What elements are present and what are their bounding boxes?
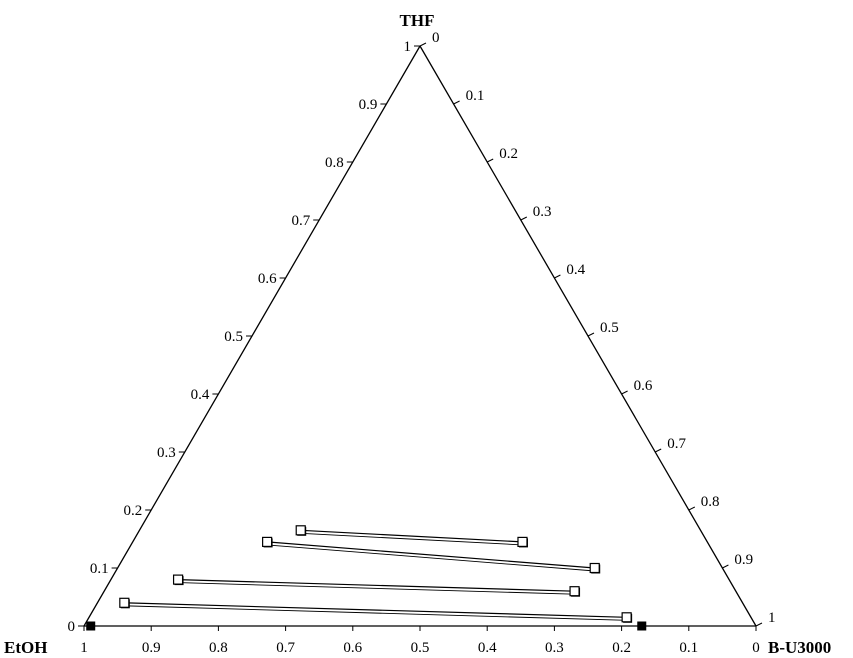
left-tick-label: 0.1 (90, 561, 109, 577)
left-tick-label: 0.7 (291, 213, 310, 229)
right-tick (419, 42, 427, 47)
data-markers (86, 525, 647, 631)
right-tick-label: 0.9 (734, 552, 753, 568)
left-tick-label: 0.4 (191, 387, 210, 403)
right-tick-label: 0.8 (701, 494, 720, 510)
vertex-label-right: B-U3000 (768, 638, 831, 657)
right-tick-label: 0.2 (499, 146, 518, 162)
tie-line (124, 602, 627, 618)
bottom-tick-label: 0.6 (343, 640, 362, 656)
right-tick (722, 564, 729, 569)
vertex-label-top: THF (400, 11, 435, 30)
tie-line (178, 579, 575, 592)
left-tick-label: 0.3 (157, 445, 176, 461)
tie-line-shadow (178, 582, 575, 595)
left-tick-label: 0.5 (224, 329, 243, 345)
right-tick (654, 448, 662, 453)
open-square-marker (262, 536, 273, 548)
bottom-tick-label: 0.4 (478, 640, 497, 656)
open-square-marker (517, 536, 528, 548)
vertex-label-left: EtOH (4, 638, 47, 657)
bottom-tick-label: 0.5 (411, 640, 430, 656)
left-tick-label: 1 (404, 39, 412, 55)
left-tick-label: 0.6 (258, 271, 277, 287)
open-square-marker (119, 597, 130, 608)
right-tick-label: 0.1 (466, 88, 485, 104)
open-square-marker (621, 612, 632, 623)
right-tick-label: 0.6 (634, 378, 653, 394)
right-tick (621, 390, 628, 395)
triangle-axes (83, 45, 757, 627)
left-tick-label: 0.2 (123, 503, 142, 519)
open-square-marker (295, 525, 306, 536)
bottom-tick-label: 1 (80, 640, 88, 656)
tie-line-shadow (124, 605, 627, 621)
right-tick-label: 0.4 (566, 262, 585, 278)
tie-line (300, 529, 523, 543)
left-tick-label: 0 (68, 619, 76, 635)
right-tick-label: 0.5 (600, 320, 619, 336)
right-tick (587, 332, 595, 337)
right-tick-label: 1 (768, 610, 776, 626)
right-tick (755, 622, 763, 627)
left-tick-label: 0.8 (325, 155, 344, 171)
tie-lines (124, 529, 627, 621)
open-square-marker (172, 574, 184, 585)
right-tick (688, 506, 696, 511)
bottom-tick-label: 0.2 (612, 640, 631, 656)
open-square-marker (589, 562, 600, 574)
tie-line (267, 541, 595, 569)
tick-marks (78, 42, 763, 631)
right-tick (520, 216, 528, 221)
bottom-tick-label: 0.3 (545, 640, 564, 656)
right-tick (554, 274, 561, 279)
bottom-tick-label: 0.9 (142, 640, 161, 656)
left-tick-label: 0.9 (359, 97, 378, 113)
filled-square-marker (86, 621, 96, 631)
bottom-tick-label: 0.8 (209, 640, 228, 656)
right-tick-label: 0.3 (533, 204, 552, 220)
filled-square-marker (637, 621, 647, 631)
right-tick-label: 0.7 (667, 436, 686, 452)
right-tick-label: 0 (432, 30, 440, 46)
bottom-tick-label: 0.1 (679, 640, 698, 656)
tie-line-shadow (300, 532, 523, 546)
bottom-tick-label: 0.7 (276, 640, 295, 656)
right-tick (453, 100, 460, 105)
tie-line-shadow (267, 544, 595, 572)
bottom-tick-label: 0 (752, 640, 760, 656)
right-tick (486, 158, 494, 163)
open-square-marker (569, 586, 580, 597)
tick-labels: 00.10.20.30.40.50.60.70.80.9100.10.20.30… (68, 30, 776, 656)
